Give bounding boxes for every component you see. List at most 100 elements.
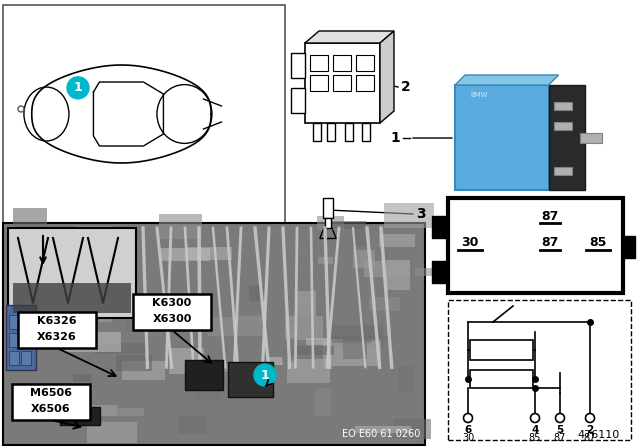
Bar xyxy=(448,300,631,440)
Text: 30: 30 xyxy=(462,433,474,443)
Bar xyxy=(623,236,635,258)
Text: 85: 85 xyxy=(589,236,607,249)
Text: 87: 87 xyxy=(554,433,566,443)
Bar xyxy=(116,355,152,371)
Bar xyxy=(548,85,585,190)
Bar xyxy=(9,315,19,329)
Bar xyxy=(318,257,333,264)
Bar xyxy=(130,308,173,336)
Bar xyxy=(356,55,374,71)
Bar xyxy=(6,305,36,370)
Bar xyxy=(332,335,371,343)
Bar xyxy=(75,226,114,240)
Text: 4: 4 xyxy=(531,425,539,435)
Bar xyxy=(122,361,165,380)
Text: 476110: 476110 xyxy=(578,430,620,440)
Text: 1: 1 xyxy=(260,369,269,382)
Bar xyxy=(12,384,90,420)
Bar xyxy=(3,223,425,445)
Text: BMW: BMW xyxy=(470,92,488,98)
Text: 30: 30 xyxy=(461,236,479,249)
Bar xyxy=(353,250,374,268)
Bar xyxy=(345,123,353,141)
Bar xyxy=(291,53,305,78)
Bar xyxy=(387,260,410,290)
Text: 6: 6 xyxy=(465,425,472,435)
Bar xyxy=(269,357,284,365)
Circle shape xyxy=(67,77,89,99)
Text: 2: 2 xyxy=(401,80,411,94)
Bar xyxy=(100,408,144,416)
Circle shape xyxy=(463,414,472,422)
Bar xyxy=(62,332,120,352)
Bar xyxy=(284,345,334,355)
Bar xyxy=(432,261,448,283)
Bar xyxy=(362,123,370,141)
Bar xyxy=(8,228,136,318)
Bar xyxy=(313,123,321,141)
Bar xyxy=(554,102,572,110)
Bar xyxy=(65,253,90,262)
Bar xyxy=(333,75,351,91)
Bar xyxy=(21,315,31,329)
Bar xyxy=(285,316,323,340)
Bar xyxy=(209,317,265,336)
Bar xyxy=(26,387,39,406)
Bar xyxy=(169,348,204,375)
Bar xyxy=(13,283,131,313)
Circle shape xyxy=(531,414,540,422)
Text: 1: 1 xyxy=(390,131,400,145)
Bar xyxy=(159,248,210,261)
Bar xyxy=(365,261,410,276)
Circle shape xyxy=(556,414,564,422)
Bar xyxy=(470,340,533,360)
Bar xyxy=(88,422,137,444)
Bar xyxy=(327,123,335,141)
Text: 1: 1 xyxy=(74,82,83,95)
Bar xyxy=(179,416,207,434)
Text: 87: 87 xyxy=(541,236,559,249)
Circle shape xyxy=(586,414,595,422)
Bar xyxy=(342,337,367,359)
Bar xyxy=(22,321,81,349)
Bar xyxy=(83,405,116,416)
Bar xyxy=(18,312,96,348)
Text: 3: 3 xyxy=(416,207,426,221)
Bar xyxy=(126,302,148,331)
Bar xyxy=(331,221,366,229)
Bar xyxy=(49,236,70,241)
Bar xyxy=(554,122,572,130)
Bar xyxy=(93,344,146,354)
Polygon shape xyxy=(455,75,559,85)
Bar xyxy=(195,381,221,400)
Bar xyxy=(323,339,381,366)
Bar xyxy=(85,332,97,341)
Text: M6506: M6506 xyxy=(30,388,72,398)
Bar xyxy=(159,214,202,239)
Bar xyxy=(333,55,351,71)
Text: X6506: X6506 xyxy=(31,404,71,414)
Bar xyxy=(310,55,328,71)
Bar xyxy=(133,294,211,330)
Bar xyxy=(250,285,264,301)
Bar xyxy=(41,276,74,284)
Bar xyxy=(352,227,369,246)
Circle shape xyxy=(254,364,276,386)
Text: X6326: X6326 xyxy=(37,332,77,342)
Bar xyxy=(470,370,533,388)
Text: 87: 87 xyxy=(541,210,559,223)
Bar xyxy=(99,296,112,322)
Bar xyxy=(342,336,392,341)
Text: 87: 87 xyxy=(584,433,596,443)
Bar xyxy=(9,333,19,347)
Bar xyxy=(355,426,411,434)
Text: X6300: X6300 xyxy=(152,314,192,324)
Bar xyxy=(228,362,273,397)
Bar xyxy=(73,374,90,382)
Bar xyxy=(398,366,415,392)
Bar xyxy=(188,247,232,260)
Bar xyxy=(448,198,623,293)
Text: K6326: K6326 xyxy=(37,316,77,326)
Bar xyxy=(287,359,330,383)
Bar xyxy=(13,207,47,232)
